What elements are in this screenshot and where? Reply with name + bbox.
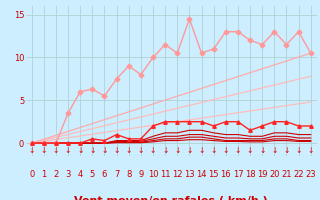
Text: ↓: ↓ [65, 146, 71, 155]
Text: ↓: ↓ [295, 146, 302, 155]
Text: ↓: ↓ [89, 146, 96, 155]
Text: ↓: ↓ [41, 146, 47, 155]
Text: ↓: ↓ [271, 146, 277, 155]
Text: ↓: ↓ [28, 146, 35, 155]
Text: ↓: ↓ [186, 146, 193, 155]
Text: ↓: ↓ [125, 146, 132, 155]
Text: ↓: ↓ [283, 146, 290, 155]
Text: ↓: ↓ [162, 146, 168, 155]
Text: ↓: ↓ [308, 146, 314, 155]
Text: ↓: ↓ [211, 146, 217, 155]
Text: ↓: ↓ [101, 146, 108, 155]
Text: ↓: ↓ [247, 146, 253, 155]
Text: ↓: ↓ [77, 146, 84, 155]
Text: ↓: ↓ [113, 146, 120, 155]
X-axis label: Vent moyen/en rafales ( km/h ): Vent moyen/en rafales ( km/h ) [74, 196, 268, 200]
Text: ↓: ↓ [223, 146, 229, 155]
Text: ↓: ↓ [198, 146, 205, 155]
Text: ↓: ↓ [138, 146, 144, 155]
Text: ↓: ↓ [150, 146, 156, 155]
Text: ↓: ↓ [259, 146, 265, 155]
Text: ↓: ↓ [53, 146, 59, 155]
Text: ↓: ↓ [235, 146, 241, 155]
Text: ↓: ↓ [174, 146, 180, 155]
